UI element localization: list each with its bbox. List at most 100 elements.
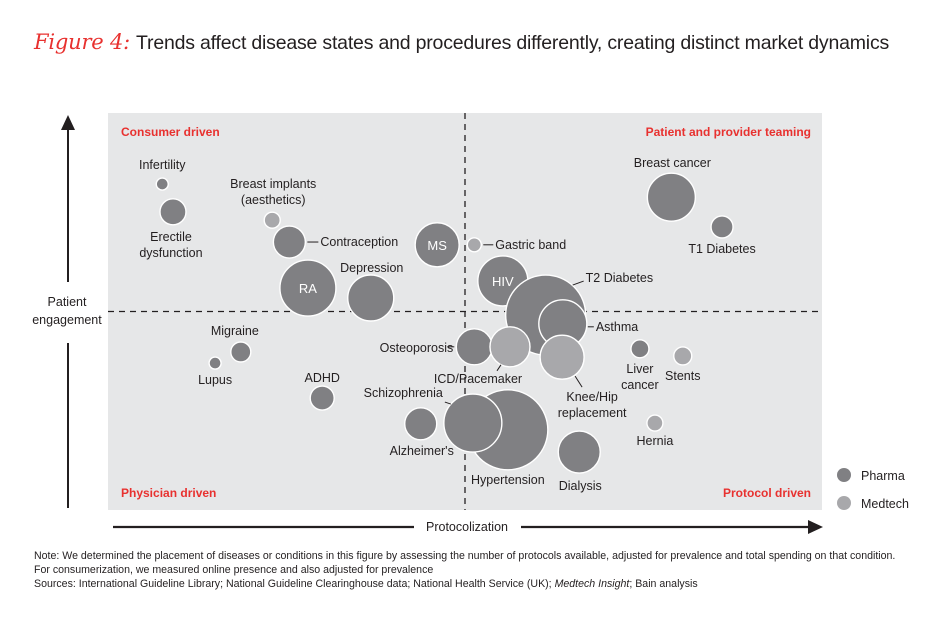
bubble-label-line: dysfunction bbox=[139, 246, 202, 260]
bubble-label-line: Infertility bbox=[139, 158, 186, 172]
bubble-ms bbox=[414, 222, 460, 268]
bubble-schizophrenia bbox=[443, 393, 503, 453]
quadrant-label-bottom-right: Protocol driven bbox=[723, 486, 811, 500]
bubble-label-line: Lupus bbox=[198, 373, 232, 387]
bubble-label-gastric-band: Gastric band bbox=[495, 238, 566, 252]
bubble-label-knee-hip-replacement: Knee/Hip replacement bbox=[558, 390, 627, 420]
bubble-label-line: Schizophrenia bbox=[364, 386, 443, 400]
quadrant-label-top-left: Consumer driven bbox=[121, 125, 220, 139]
y-axis-label-line2: engagement bbox=[32, 313, 102, 327]
bubble-label-line: RA bbox=[299, 281, 317, 296]
bubble-lupus bbox=[208, 356, 222, 370]
bubble-label-migraine: Migraine bbox=[211, 324, 259, 338]
legend-pharma-label: Pharma bbox=[861, 469, 905, 483]
bubble-label-icd-pacemaker: ICD/Pacemaker bbox=[434, 372, 522, 386]
bubble-depression bbox=[347, 274, 395, 322]
bubble-label-line: Migraine bbox=[211, 324, 259, 338]
bubble-label-breast-implants-aesthetics: Breast implants (aesthetics) bbox=[230, 177, 316, 207]
bubble-label-line: Knee/Hip bbox=[566, 390, 617, 404]
bubble-label-line: ADHD bbox=[304, 371, 339, 385]
bubble-label-line: Depression bbox=[340, 261, 403, 275]
legend-medtech-swatch bbox=[837, 496, 851, 510]
sources-prefix: Sources: International Guideline Library… bbox=[34, 578, 555, 590]
bubble-breast-implants-aesthetics bbox=[263, 211, 281, 229]
bubble-hernia bbox=[646, 414, 664, 432]
note-line-2: For consumerization, we measured online … bbox=[34, 564, 434, 576]
figure-title-text: Trends affect disease states and procedu… bbox=[136, 32, 890, 54]
bubble-label-alzheimer-s: Alzheimer's bbox=[390, 444, 454, 458]
bubble-label-line: Hernia bbox=[637, 434, 674, 448]
x-axis-label: Protocolization bbox=[426, 520, 508, 534]
bubble-label-t2-diabetes: T2 Diabetes bbox=[586, 271, 653, 285]
bubble-breast-cancer bbox=[646, 172, 697, 222]
legend-pharma-swatch bbox=[837, 468, 851, 482]
bubble-label-hernia: Hernia bbox=[637, 434, 674, 448]
y-axis: Patient engagement bbox=[32, 115, 102, 508]
bubble-label-line: replacement bbox=[558, 406, 627, 420]
bubble-label-contraception: Contraception bbox=[320, 235, 398, 249]
bubble-dialysis bbox=[557, 430, 601, 474]
bubble-label-line: (aesthetics) bbox=[241, 193, 306, 207]
x-axis: Protocolization bbox=[113, 520, 823, 534]
bubble-osteoporosis bbox=[455, 328, 493, 366]
bubble-label-line: HIV bbox=[492, 274, 514, 289]
bubble-label-depression: Depression bbox=[340, 261, 403, 275]
leader-lines bbox=[307, 241, 594, 405]
bubble-label-line: Liver bbox=[626, 362, 653, 376]
sources-line: Sources: International Guideline Library… bbox=[34, 577, 895, 591]
bubble-erectile-dysfunction bbox=[159, 198, 187, 226]
bubble-icd-pacemaker bbox=[489, 326, 531, 368]
bubble-label-hypertension: Hypertension bbox=[471, 473, 545, 487]
bubble-labels: Infertility Erectile dysfunction Breast imp… bbox=[139, 156, 756, 493]
quadrant-label-top-right: Patient and provider teaming bbox=[646, 125, 811, 139]
bubble-t1-diabetes bbox=[710, 215, 734, 239]
bubble-label-ms: MS bbox=[427, 238, 447, 253]
bubble-label-breast-cancer: Breast cancer bbox=[634, 156, 711, 170]
quadrant-label-bottom-left: Physician driven bbox=[121, 486, 216, 500]
bubble-label-line: Breast implants bbox=[230, 177, 316, 191]
bubble-label-erectile-dysfunction: Erectile dysfunction bbox=[139, 230, 202, 260]
bubble-stents bbox=[673, 346, 693, 366]
bubbles bbox=[155, 172, 734, 474]
bubble-label-line: Hypertension bbox=[471, 473, 545, 487]
bubble-ra bbox=[279, 259, 337, 317]
leader-line-schizophrenia bbox=[444, 401, 452, 405]
leader-line-icd-pacemaker bbox=[496, 364, 502, 372]
x-axis-arrowhead-icon bbox=[808, 520, 823, 534]
bubble-label-liver-cancer: Liver cancer bbox=[621, 362, 659, 392]
note-line-1: Note: We determined the placement of dis… bbox=[34, 550, 896, 562]
bubble-label-line: Stents bbox=[665, 369, 700, 383]
bubble-label-line: T1 Diabetes bbox=[688, 242, 755, 256]
bubble-label-line: Asthma bbox=[596, 320, 638, 334]
bubble-label-schizophrenia: Schizophrenia bbox=[364, 386, 443, 400]
sources-italic: Medtech Insight bbox=[554, 578, 630, 590]
footnotes: Note: We determined the placement of dis… bbox=[34, 549, 895, 591]
bubble-label-line: cancer bbox=[621, 378, 659, 392]
bubble-infertility bbox=[155, 177, 169, 191]
y-axis-label-line1: Patient bbox=[48, 295, 87, 309]
bubble-label-asthma: Asthma bbox=[596, 320, 638, 334]
bubble-label-dialysis: Dialysis bbox=[559, 479, 602, 493]
bubble-label-adhd: ADHD bbox=[304, 371, 339, 385]
bubble-label-t1-diabetes: T1 Diabetes bbox=[688, 242, 755, 256]
bubble-contraception bbox=[272, 225, 307, 259]
bubble-liver-cancer bbox=[630, 339, 650, 359]
bubble-adhd bbox=[309, 385, 335, 411]
bubble-label-stents: Stents bbox=[665, 369, 700, 383]
bubble-label-line: Osteoporosis bbox=[380, 341, 454, 355]
bubble-label-line: T2 Diabetes bbox=[586, 271, 653, 285]
figure-title: Figure 4: Trends affect disease states an… bbox=[34, 30, 889, 55]
bubble-label-hiv: HIV bbox=[492, 274, 514, 289]
bubble-label-line: MS bbox=[427, 238, 447, 253]
legend-medtech-label: Medtech bbox=[861, 497, 909, 511]
leader-line-t2-diabetes bbox=[572, 280, 584, 286]
bubble-label-line: ICD/Pacemaker bbox=[434, 372, 522, 386]
quadrant-labels: Consumer driven Patient and provider tea… bbox=[121, 125, 811, 500]
y-axis-arrowhead-icon bbox=[61, 115, 75, 130]
leader-line-knee-hip-replacement bbox=[574, 375, 583, 388]
bubble-label-line: Alzheimer's bbox=[390, 444, 454, 458]
bubble-migraine bbox=[230, 341, 252, 363]
bubble-label-lupus: Lupus bbox=[198, 373, 232, 387]
bubble-label-line: Contraception bbox=[320, 235, 398, 249]
